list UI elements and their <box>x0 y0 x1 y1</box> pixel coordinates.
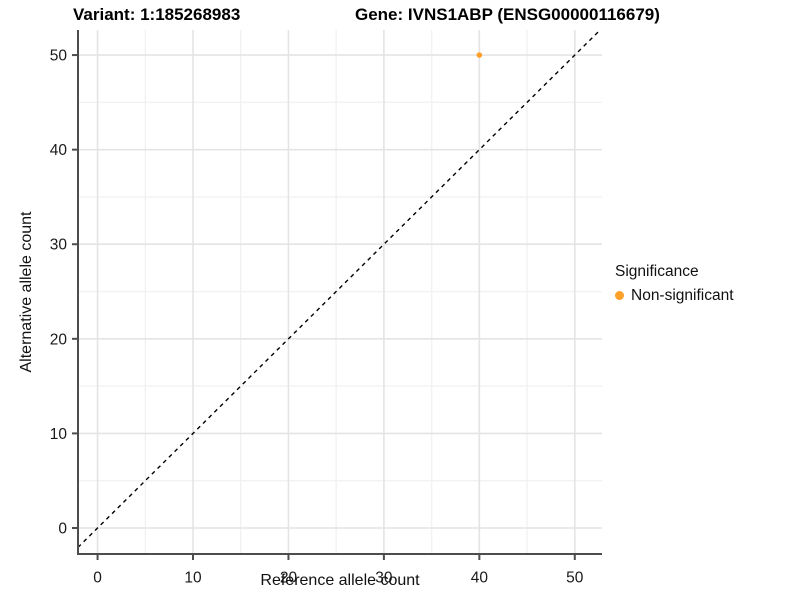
axis-ticks <box>72 54 576 560</box>
variant-title: Variant: 1:185268983 <box>73 5 241 24</box>
gridlines-major <box>78 30 602 554</box>
data-points <box>476 52 483 58</box>
y-tick-label: 10 <box>50 426 68 443</box>
x-tick-label: 40 <box>471 569 489 586</box>
x-tick-label: 30 <box>375 569 393 586</box>
gridlines-minor <box>78 30 602 554</box>
x-tick-label: 20 <box>280 569 298 586</box>
legend: Significance Non-significant <box>615 262 734 305</box>
gene-title: Gene: IVNS1ABP (ENSG00000116679) <box>355 5 660 24</box>
legend-item: Non-significant <box>615 286 734 305</box>
y-tick-label: 50 <box>50 48 68 65</box>
axis-tick-labels: 0 10 20 30 40 50 0 10 20 30 40 50 <box>50 48 584 587</box>
x-tick-label: 50 <box>566 569 584 586</box>
scatter-point <box>476 52 483 58</box>
x-axis-title: Reference allele count <box>260 572 420 589</box>
y-tick-label: 0 <box>58 520 67 537</box>
x-tick-label: 10 <box>184 569 202 586</box>
x-tick-label: 0 <box>93 569 102 586</box>
y-tick-label: 30 <box>50 237 68 254</box>
y-tick-label: 20 <box>50 331 68 348</box>
legend-title: Significance <box>615 263 699 280</box>
legend-dot-icon <box>615 291 624 300</box>
legend-item-label: Non-significant <box>631 287 734 304</box>
identity-dashed-line <box>77 29 601 548</box>
y-tick-label: 40 <box>50 142 68 159</box>
axis-lines <box>77 30 602 555</box>
y-axis-title: Alternative allele count <box>18 211 35 373</box>
